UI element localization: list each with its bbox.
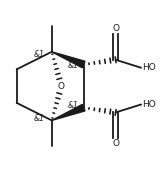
Text: O: O xyxy=(112,24,119,33)
Polygon shape xyxy=(52,52,85,68)
Text: &1: &1 xyxy=(34,50,45,59)
Text: &1: &1 xyxy=(67,61,78,70)
Text: O: O xyxy=(58,82,65,91)
Polygon shape xyxy=(52,104,85,120)
Text: &1: &1 xyxy=(67,101,78,110)
Text: HO: HO xyxy=(142,100,156,109)
Text: &1: &1 xyxy=(34,113,45,122)
Text: O: O xyxy=(112,139,119,148)
Text: HO: HO xyxy=(142,63,156,72)
